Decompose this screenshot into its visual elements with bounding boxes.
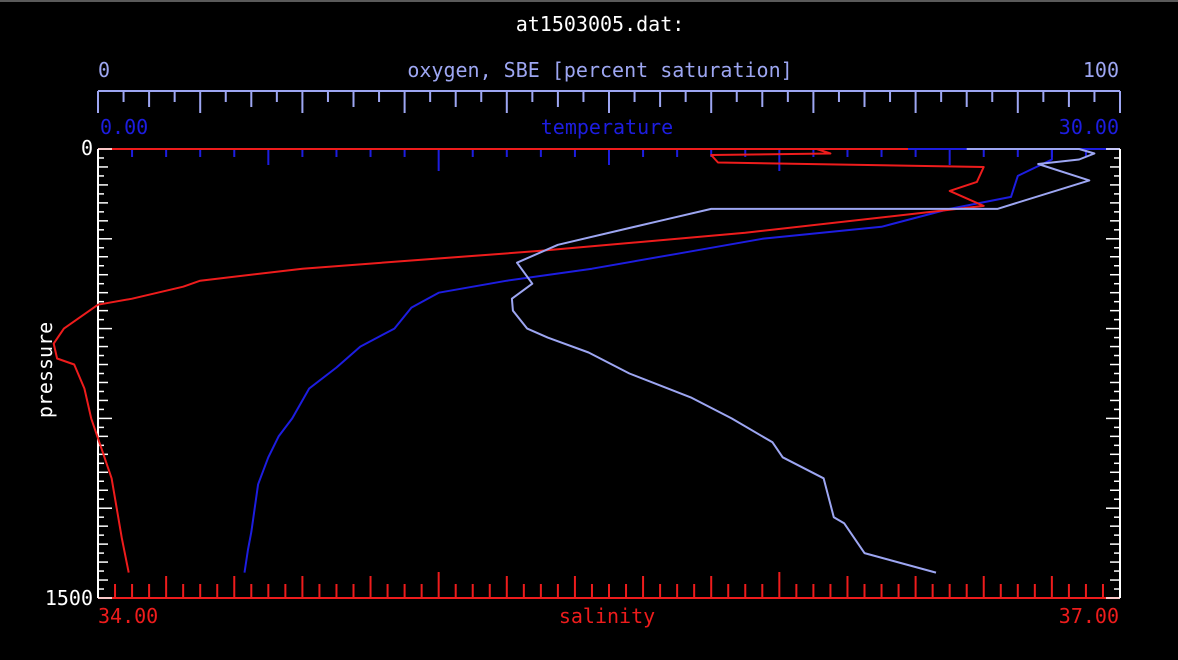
pressure-axis-label: pressure: [33, 322, 57, 418]
salinity-min-label: 34.00: [98, 604, 158, 628]
temperature-max-label: 30.00: [1059, 115, 1119, 139]
pressure-axis: pressure 0 1500: [33, 136, 93, 610]
oxygen-min-label: 0: [98, 58, 110, 82]
oxygen-axis: 0 oxygen, SBE [percent saturation] 100: [98, 58, 1119, 82]
oxygen-max-label: 100: [1083, 58, 1119, 82]
salinity-profile-line: [52, 148, 985, 573]
temperature-axis-label: temperature: [541, 115, 673, 139]
temperature-axis: 0.00 temperature 30.00: [100, 115, 1119, 139]
temperature-profile-line: [243, 149, 1053, 573]
pressure-min-label: 0: [81, 136, 93, 160]
oxygen-axis-label: oxygen, SBE [percent saturation]: [407, 58, 792, 82]
chart-title: at1503005.dat:: [516, 12, 685, 36]
temperature-min-label: 0.00: [100, 115, 148, 139]
data-series: [52, 148, 1096, 574]
window-top-border: [0, 0, 1178, 2]
salinity-axis-label: salinity: [559, 604, 655, 628]
axis-ticks: [97, 90, 1121, 599]
salinity-max-label: 37.00: [1059, 604, 1119, 628]
pressure-max-label: 1500: [45, 586, 93, 610]
oxygen-profile-line: [510, 148, 1096, 574]
salinity-axis: 34.00 salinity 37.00: [98, 604, 1119, 628]
